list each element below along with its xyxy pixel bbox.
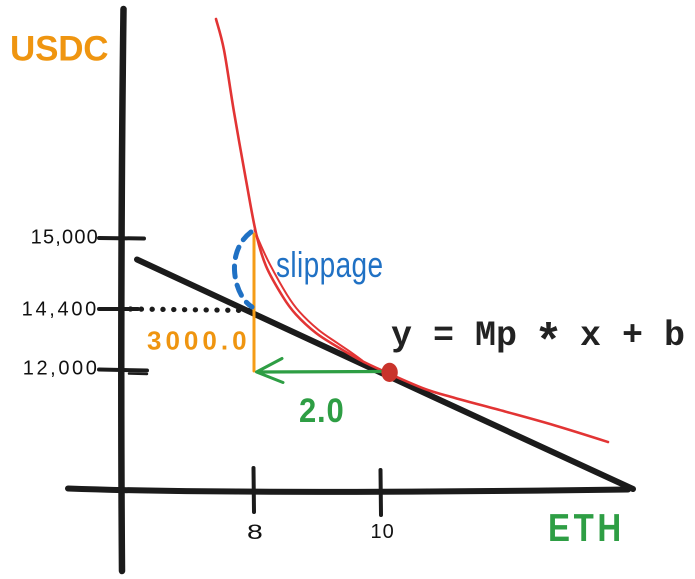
svg-text:15,000: 15,000 [31, 227, 99, 249]
svg-text:8: 8 [247, 520, 263, 544]
svg-text:slippage: slippage [276, 244, 383, 284]
svg-text:3000.0: 3000.0 [147, 326, 251, 356]
svg-text:*: * [534, 319, 562, 372]
svg-text:2.0: 2.0 [299, 392, 344, 430]
svg-text:14,400: 14,400 [22, 299, 99, 321]
svg-text:y = Mp x + b: y = Mp x + b [391, 316, 685, 356]
svg-text:10: 10 [371, 521, 395, 543]
svg-text:ETH: ETH [548, 505, 625, 549]
svg-text:USDC: USDC [10, 30, 108, 69]
svg-text:12,000: 12,000 [23, 358, 100, 380]
